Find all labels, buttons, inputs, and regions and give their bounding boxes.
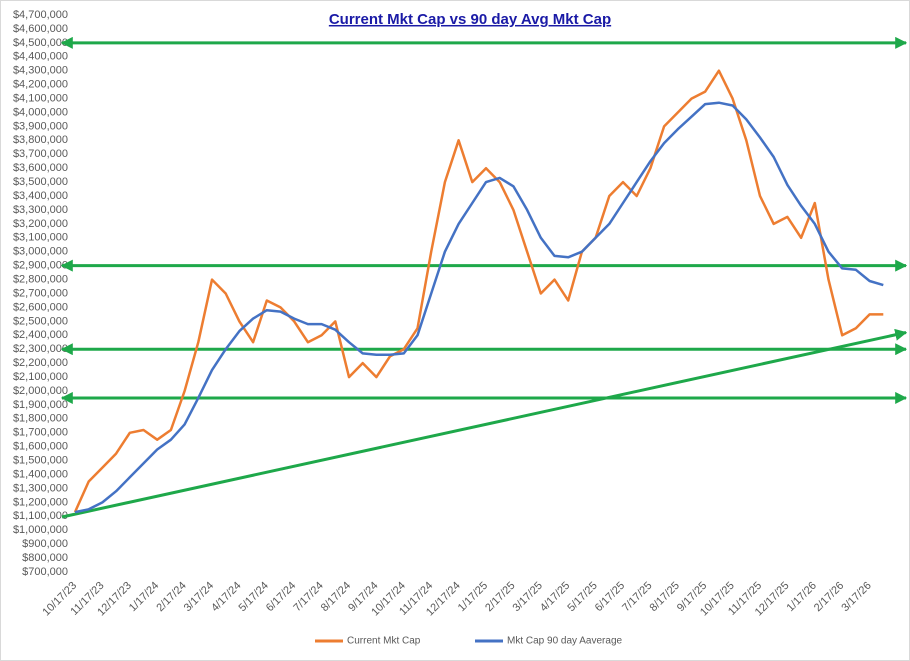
x-tick-label: 3/17/25 xyxy=(511,580,545,614)
y-tick-label: $4,300,000 xyxy=(13,65,68,77)
y-tick-label: $900,000 xyxy=(22,538,68,550)
y-tick-label: $2,500,000 xyxy=(13,315,68,327)
x-tick-label: 7/17/25 xyxy=(620,580,654,614)
series-line xyxy=(74,101,884,514)
y-tick-label: $3,000,000 xyxy=(13,246,68,258)
x-tick-label: 1/17/24 xyxy=(127,580,161,614)
y-tick-label: $1,500,000 xyxy=(13,455,68,467)
y-tick-label: $1,900,000 xyxy=(13,399,68,411)
y-tick-label: $3,600,000 xyxy=(13,162,68,174)
y-tick-label: $3,200,000 xyxy=(13,218,68,230)
x-tick-label: 1/17/25 xyxy=(456,580,490,614)
y-tick-label: $4,500,000 xyxy=(13,37,68,49)
x-tick-label: 7/17/24 xyxy=(291,580,325,614)
x-tick-label: 3/17/26 xyxy=(839,580,873,614)
series-line xyxy=(73,69,884,513)
y-tick-label: $1,700,000 xyxy=(13,427,68,439)
y-tick-label: $700,000 xyxy=(22,566,68,578)
y-tick-label: $3,100,000 xyxy=(13,232,68,244)
trend-line xyxy=(61,328,908,519)
x-tick-label: 1/17/26 xyxy=(785,580,819,614)
x-tick-label: 6/17/25 xyxy=(593,580,627,614)
y-tick-label: $2,700,000 xyxy=(13,287,68,299)
x-tick-label: 2/17/24 xyxy=(154,580,188,614)
x-tick-label: 4/17/25 xyxy=(538,580,572,614)
y-tick-label: $1,200,000 xyxy=(13,496,68,508)
y-tick-label: $4,200,000 xyxy=(13,79,68,91)
x-tick-label: 5/17/25 xyxy=(565,580,599,614)
x-tick-label: 4/17/24 xyxy=(209,580,243,614)
x-tick-label: 8/17/24 xyxy=(319,580,353,614)
y-tick-label: $3,400,000 xyxy=(13,190,68,202)
y-tick-label: $4,700,000 xyxy=(13,9,68,21)
y-tick-label: $4,000,000 xyxy=(13,106,68,118)
x-tick-label: 3/17/24 xyxy=(182,580,216,614)
y-tick-label: $4,600,000 xyxy=(13,23,68,35)
y-tick-label: $3,500,000 xyxy=(13,176,68,188)
chart-title: Current Mkt Cap vs 90 day Avg Mkt Cap xyxy=(329,11,611,28)
y-tick-label: $1,800,000 xyxy=(13,413,68,425)
y-tick-label: $1,100,000 xyxy=(13,510,68,522)
legend-label: Current Mkt Cap xyxy=(347,636,421,647)
y-tick-label: $3,900,000 xyxy=(13,120,68,132)
x-tick-label: 6/17/24 xyxy=(264,580,298,614)
y-tick-label: $3,800,000 xyxy=(13,134,68,146)
x-tick-label: 2/17/25 xyxy=(483,580,517,614)
x-tick-label: 5/17/24 xyxy=(237,580,271,614)
y-tick-label: $2,400,000 xyxy=(13,329,68,341)
legend-label: Mkt Cap 90 day Aaverage xyxy=(507,636,623,647)
y-tick-label: $800,000 xyxy=(22,552,68,564)
y-tick-label: $2,000,000 xyxy=(13,385,68,397)
y-tick-label: $1,300,000 xyxy=(13,482,68,494)
y-tick-label: $2,200,000 xyxy=(13,357,68,369)
y-tick-label: $2,800,000 xyxy=(13,273,68,285)
y-tick-label: $4,400,000 xyxy=(13,51,68,63)
x-tick-label: 2/17/26 xyxy=(812,580,846,614)
y-tick-label: $3,300,000 xyxy=(13,204,68,216)
x-tick-label: 8/17/25 xyxy=(648,580,682,614)
y-tick-label: $4,100,000 xyxy=(13,92,68,104)
y-tick-label: $2,900,000 xyxy=(13,260,68,272)
y-tick-label: $3,700,000 xyxy=(13,148,68,160)
y-tick-label: $1,600,000 xyxy=(13,441,68,453)
y-tick-label: $2,100,000 xyxy=(13,371,68,383)
y-tick-label: $2,600,000 xyxy=(13,301,68,313)
y-tick-label: $1,000,000 xyxy=(13,524,68,536)
y-tick-label: $2,300,000 xyxy=(13,343,68,355)
y-tick-label: $1,400,000 xyxy=(13,468,68,480)
